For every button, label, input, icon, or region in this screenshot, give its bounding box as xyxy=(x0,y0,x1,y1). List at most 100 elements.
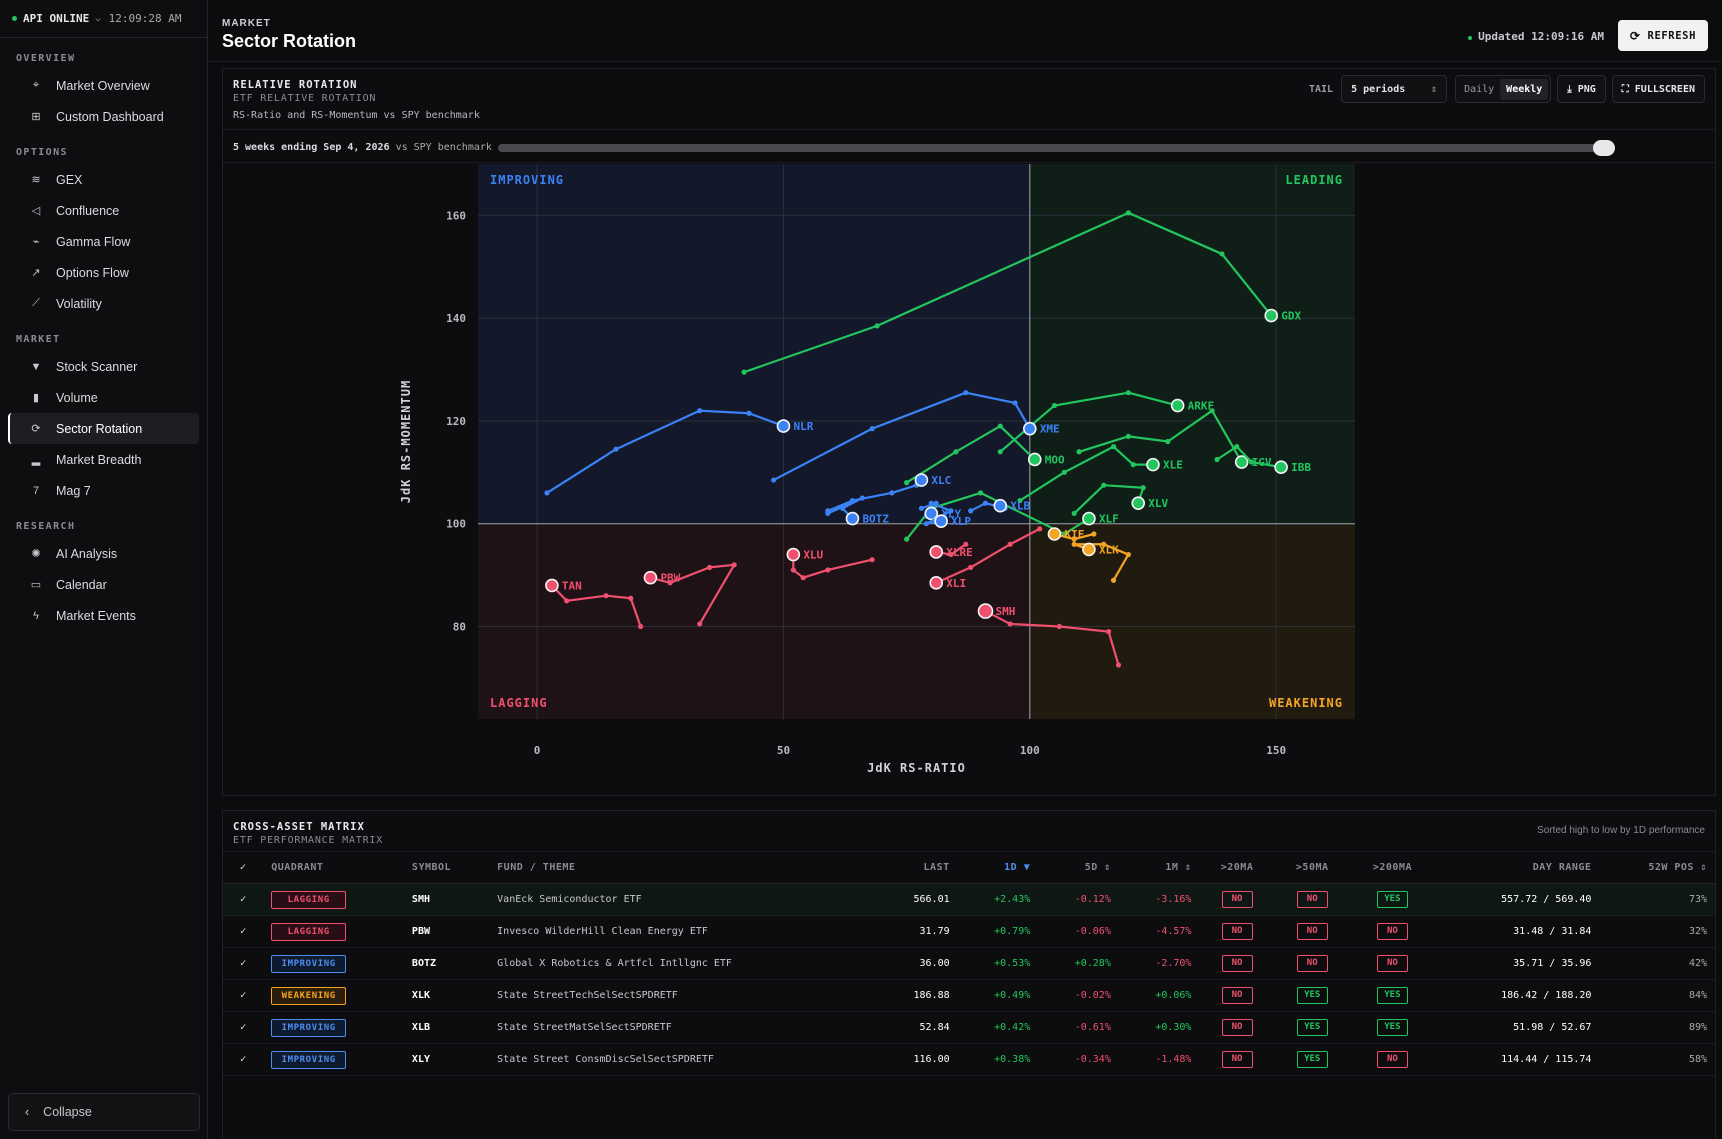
period-weekly[interactable]: Weekly xyxy=(1500,78,1549,100)
layers-icon: ≋ xyxy=(31,174,41,186)
row-checkbox[interactable]: ✓ xyxy=(240,958,247,969)
tail-moo xyxy=(906,424,1036,484)
symbol: XLK xyxy=(411,990,430,1001)
table-body: ✓ LAGGING SMH VanEck Semiconductor ETF 566.0… xyxy=(223,883,1715,1076)
column-header[interactable]: LAST xyxy=(877,851,958,884)
label-nlr: NLR xyxy=(793,420,813,433)
day-range: 51.98 / 52.67 xyxy=(1513,1022,1592,1033)
sidebar-item-stock-scanner[interactable]: ▼ Stock Scanner xyxy=(8,351,199,382)
ma200-badge: YES xyxy=(1376,987,1408,1004)
sidebar-item-options-flow[interactable]: ↗ Options Flow xyxy=(8,257,199,288)
column-header[interactable]: FUND / THEME xyxy=(489,851,878,884)
day-range: 186.42 / 188.20 xyxy=(1501,990,1592,1001)
fullscreen-label: FULLSCREEN xyxy=(1634,83,1695,95)
column-header[interactable]: QUADRANT xyxy=(263,851,404,884)
table-row[interactable]: ✓ IMPROVING XLB State StreetMatSelSectSPDRE… xyxy=(223,1011,1715,1044)
point-igv xyxy=(1234,455,1249,469)
row-checkbox[interactable]: ✓ xyxy=(240,1022,247,1033)
change-5d: -0.06% xyxy=(1074,926,1111,937)
sidebar-item-calendar[interactable]: ▭ Calendar xyxy=(8,569,199,600)
sidebar-item-custom-dashboard[interactable]: ⊞ Custom Dashboard xyxy=(8,101,199,132)
tail-point xyxy=(1106,629,1112,635)
tail-point xyxy=(746,410,752,416)
sidebar-item-market-breadth[interactable]: ▂ Market Breadth xyxy=(8,444,199,475)
sidebar-item-volume[interactable]: ▮ Volume xyxy=(8,382,199,413)
row-checkbox[interactable]: ✓ xyxy=(240,894,247,905)
tail-point xyxy=(889,490,895,496)
column-header[interactable]: 1M ⇕ xyxy=(1118,851,1200,884)
tail-point xyxy=(825,567,831,573)
sidebar-item-market-overview[interactable]: ⌖ Market Overview xyxy=(8,70,199,101)
column-header[interactable]: >20MA xyxy=(1199,851,1275,884)
tail-point xyxy=(1071,536,1077,542)
table-cell: -0.61% xyxy=(1038,1011,1119,1044)
column-header[interactable]: DAY RANGE xyxy=(1435,851,1600,884)
table-row[interactable]: ✓ IMPROVING BOTZ Global X Robotics & Artfcl… xyxy=(223,947,1715,980)
quadrant-badge: IMPROVING xyxy=(271,1050,347,1069)
sidebar-item-mag-7[interactable]: 7 Mag 7 xyxy=(8,475,199,506)
table-cell: LAGGING xyxy=(263,915,404,948)
line-chart-icon: ⟋ xyxy=(32,297,40,309)
fullscreen-icon: ⛶ xyxy=(1621,83,1629,95)
table-cell: +0.49% xyxy=(957,979,1039,1012)
sidebar-item-market-events[interactable]: ϟ Market Events xyxy=(8,600,199,631)
sidebar-item-confluence[interactable]: ◁ Confluence xyxy=(8,195,199,226)
table-cell: 52.84 xyxy=(877,1011,958,1044)
updown-icon: ⇕ xyxy=(1431,83,1438,95)
column-header[interactable]: SYMBOL xyxy=(403,851,490,884)
tail-point xyxy=(1017,497,1023,504)
label-xlu: XLU xyxy=(803,549,823,562)
sidebar-item-gamma-flow[interactable]: ⌁ Gamma Flow xyxy=(8,226,199,257)
live-dot-icon xyxy=(1468,36,1473,40)
column-header[interactable]: 5D ⇕ xyxy=(1038,851,1119,884)
slider-thumb[interactable] xyxy=(1593,140,1615,156)
tail-select[interactable]: 5 periods ⇕ xyxy=(1341,75,1448,103)
column-header[interactable]: >200MA xyxy=(1349,851,1436,884)
refresh-button[interactable]: ⟳ REFRESH xyxy=(1617,20,1708,51)
column-header[interactable]: ✓ xyxy=(223,851,264,884)
sidebar-item-ai-analysis[interactable]: ✺ AI Analysis xyxy=(8,538,199,569)
chevron-down-icon[interactable]: ⌵ xyxy=(95,13,101,24)
table-row[interactable]: ✓ LAGGING PBW Invesco WilderHill Clean Ener… xyxy=(223,915,1715,948)
tail-point xyxy=(731,562,737,568)
table-cell: -1.48% xyxy=(1118,1043,1200,1076)
sidebar-item-volatility[interactable]: ⟋ Volatility xyxy=(8,288,199,319)
day-range: 557.72 / 569.40 xyxy=(1501,894,1592,905)
date-slider[interactable] xyxy=(498,140,1615,156)
rotation-subtitle: ETF RELATIVE ROTATION xyxy=(233,93,377,104)
table-row[interactable]: ✓ IMPROVING XLY State Street ConsmDiscSelSe… xyxy=(223,1043,1715,1076)
clock: 12:09:28 AM xyxy=(108,12,182,25)
point-gdx xyxy=(1264,308,1279,323)
fund-name: State StreetMatSelSectSPDRETF xyxy=(497,1022,672,1033)
column-header[interactable]: 52W POS ⇕ xyxy=(1599,851,1715,884)
table-cell: NO xyxy=(1274,883,1350,916)
point-arkf xyxy=(1170,398,1185,413)
collapse-button[interactable]: ‹ Collapse xyxy=(8,1093,200,1131)
breadcrumb: MARKET xyxy=(222,18,271,29)
sidebar-item-gex[interactable]: ≋ GEX xyxy=(8,164,199,195)
seven-icon: 7 xyxy=(32,484,40,497)
label-botz: BOTZ xyxy=(862,513,889,526)
pulse-icon: ⌁ xyxy=(32,236,40,248)
column-header[interactable]: 1D ▼ xyxy=(957,851,1039,884)
y-tick-label: 160 xyxy=(446,209,466,222)
column-header[interactable]: >50MA xyxy=(1274,851,1350,884)
tail-point xyxy=(1101,482,1107,488)
sidebar-item-label: Market Overview xyxy=(56,78,150,93)
png-button[interactable]: ⤓ PNG xyxy=(1557,75,1606,103)
table-row[interactable]: ✓ WEAKENING XLK State StreetTechSelSectSPDR… xyxy=(223,979,1715,1012)
ma20-badge: NO xyxy=(1221,955,1253,972)
table-row[interactable]: ✓ LAGGING SMH VanEck Semiconductor ETF 566.0… xyxy=(223,883,1715,916)
api-status[interactable]: API ONLINE ⌵ 12:09:28 AM xyxy=(0,0,207,38)
tail-point xyxy=(1248,459,1255,465)
row-checkbox[interactable]: ✓ xyxy=(240,1054,247,1065)
period-daily[interactable]: Daily xyxy=(1464,83,1495,95)
table-cell: PBW xyxy=(403,915,490,948)
fullscreen-button[interactable]: ⛶ FULLSCREEN xyxy=(1611,75,1705,103)
row-checkbox[interactable]: ✓ xyxy=(240,926,247,937)
ma20-badge: NO xyxy=(1221,923,1253,940)
row-checkbox[interactable]: ✓ xyxy=(240,990,247,1001)
table-cell: -4.57% xyxy=(1118,915,1200,948)
sidebar-item-sector-rotation[interactable]: ⟳ Sector Rotation xyxy=(8,413,199,444)
tail-point xyxy=(968,508,974,514)
